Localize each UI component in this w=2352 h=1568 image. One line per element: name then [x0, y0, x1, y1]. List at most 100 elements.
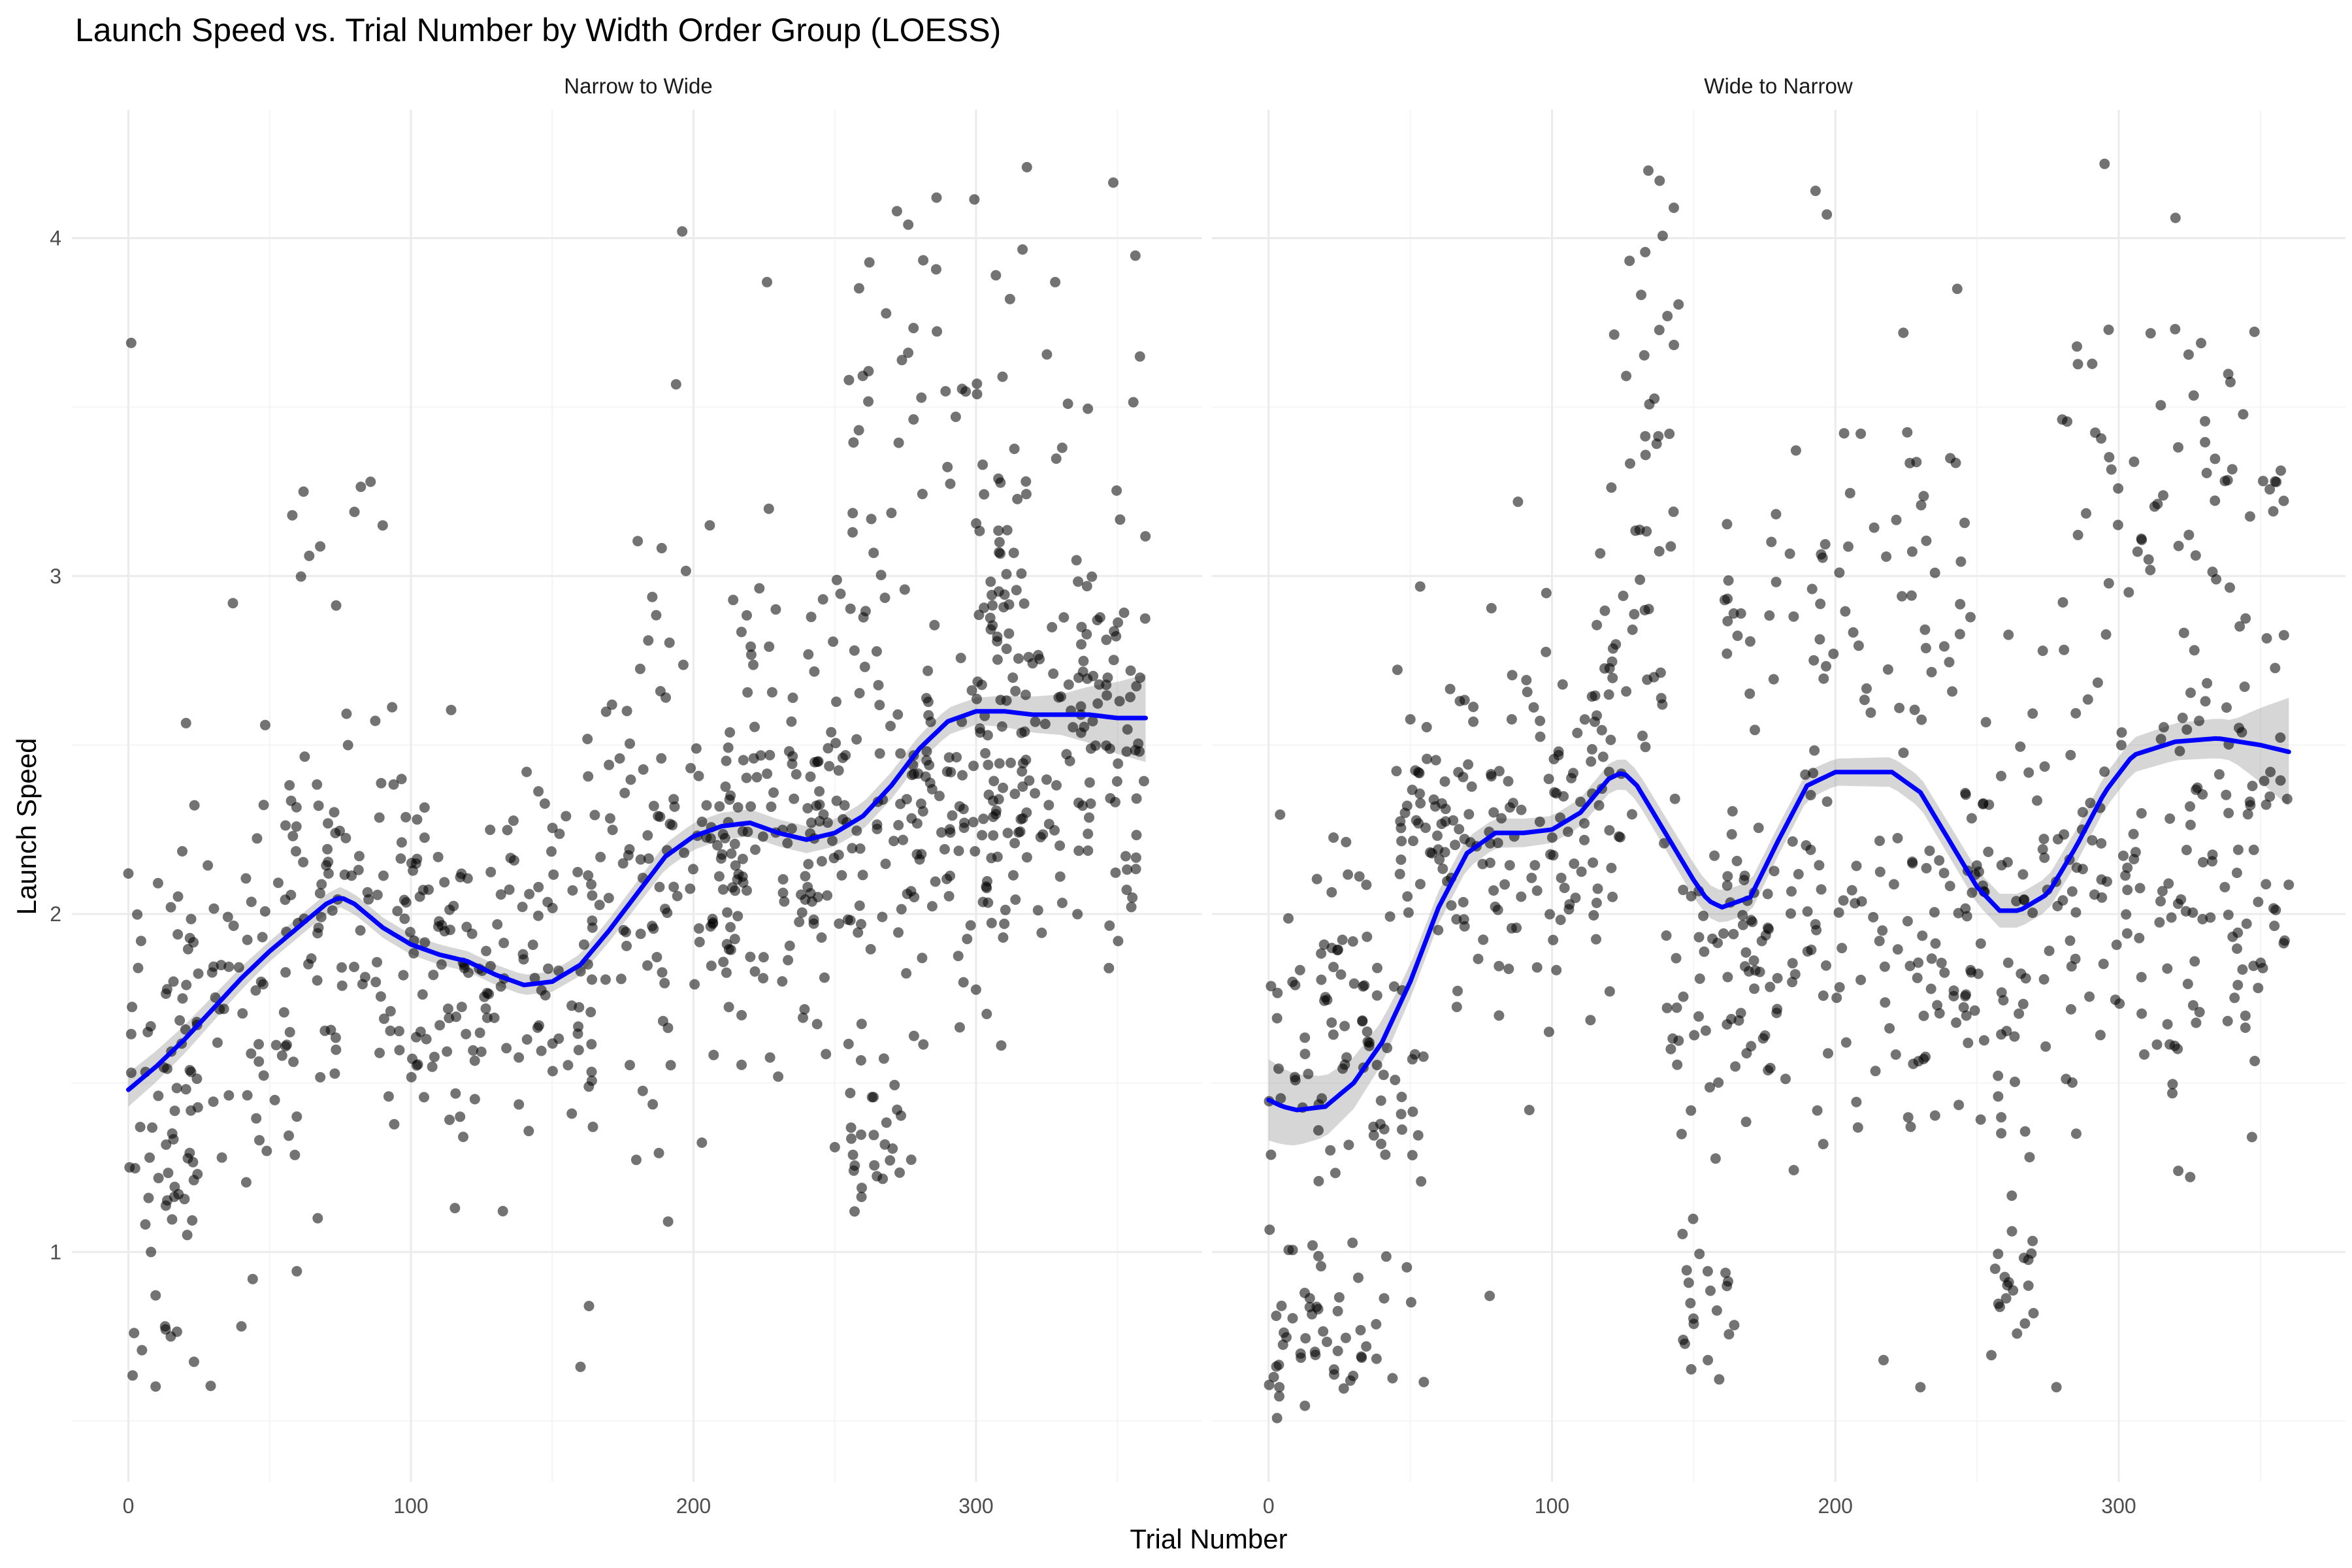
data-point	[2225, 582, 2235, 593]
data-point	[455, 1111, 466, 1122]
data-point	[527, 939, 538, 951]
data-point	[1032, 905, 1043, 916]
data-point	[436, 959, 447, 970]
data-point	[2275, 732, 2286, 743]
data-point	[1405, 1297, 1416, 1308]
data-point	[280, 967, 291, 978]
data-point	[791, 769, 802, 780]
data-point	[167, 1128, 178, 1139]
data-point	[2155, 734, 2166, 745]
data-point	[1274, 1391, 1284, 1402]
data-point	[1954, 629, 1965, 640]
data-point	[1347, 936, 1358, 947]
data-point	[1592, 883, 1603, 894]
data-point	[1711, 1305, 1722, 1316]
data-point	[849, 1206, 860, 1217]
data-point	[2253, 896, 2264, 907]
data-point	[725, 727, 736, 738]
data-point	[987, 600, 998, 611]
data-point	[536, 1045, 547, 1056]
data-point	[383, 1091, 394, 1102]
data-point	[2238, 409, 2249, 420]
data-point	[1865, 707, 1876, 718]
data-point	[1566, 773, 1577, 783]
data-point	[1771, 576, 1782, 587]
data-point	[2154, 917, 2165, 928]
data-point	[1535, 731, 1546, 742]
data-point	[1361, 879, 1372, 890]
data-point	[1013, 827, 1024, 838]
x-tick-label: 100	[393, 1494, 428, 1518]
data-point	[1808, 655, 1820, 666]
data-point	[783, 955, 794, 966]
data-point	[1769, 866, 1780, 877]
data-point	[1316, 1093, 1328, 1104]
data-point	[2023, 767, 2034, 778]
data-point	[434, 1020, 446, 1031]
data-point	[359, 972, 370, 983]
data-point	[1559, 883, 1570, 893]
data-point	[678, 659, 689, 670]
data-point	[1002, 525, 1013, 536]
data-point	[2092, 677, 2103, 688]
data-point	[1415, 798, 1426, 809]
data-point	[1454, 824, 1465, 835]
data-point	[2198, 857, 2208, 868]
data-point	[1362, 1026, 1373, 1037]
data-point	[2095, 1030, 2106, 1041]
data-point	[893, 927, 904, 938]
data-point	[777, 976, 788, 987]
data-point	[800, 871, 811, 882]
data-point	[742, 687, 753, 698]
data-point	[167, 1214, 178, 1225]
data-point	[180, 1024, 191, 1035]
data-point	[1504, 860, 1515, 871]
data-point	[2244, 796, 2255, 808]
data-point	[917, 953, 928, 964]
data-point	[2219, 881, 2230, 892]
data-point	[1081, 581, 1092, 592]
data-point	[1348, 978, 1360, 989]
data-point	[908, 414, 919, 425]
data-point	[210, 992, 221, 1003]
data-point	[1569, 858, 1580, 869]
data-point	[411, 1032, 421, 1043]
data-point	[1073, 672, 1084, 683]
data-point	[517, 902, 528, 913]
data-point	[518, 954, 529, 965]
data-point	[495, 981, 506, 992]
data-point	[916, 849, 927, 860]
data-point	[375, 991, 386, 1002]
data-point	[1852, 1122, 1863, 1133]
data-point	[816, 856, 827, 867]
data-point	[223, 961, 235, 972]
data-point	[886, 508, 897, 519]
data-point	[2038, 834, 2050, 845]
data-point	[615, 973, 627, 985]
data-point	[994, 758, 1005, 769]
data-point	[1407, 1150, 1418, 1161]
data-point	[1271, 1013, 1282, 1024]
data-point	[1913, 957, 1924, 968]
data-point	[869, 1160, 880, 1171]
data-point	[885, 1155, 896, 1166]
data-point	[2170, 323, 2181, 335]
data-point	[1114, 696, 1125, 707]
data-point	[1325, 1145, 1336, 1156]
data-point	[2111, 939, 2122, 951]
data-point	[2051, 1382, 2062, 1393]
data-point	[960, 386, 972, 397]
data-point	[931, 192, 942, 203]
data-point	[957, 770, 968, 781]
data-point	[2066, 886, 2078, 897]
data-point	[2223, 909, 2234, 921]
data-point	[1759, 1030, 1771, 1041]
data-point	[124, 1162, 135, 1173]
data-point	[2219, 476, 2230, 487]
data-point	[1299, 1049, 1311, 1060]
data-point	[2024, 1152, 2035, 1163]
data-point	[968, 760, 979, 772]
data-point	[830, 738, 841, 749]
data-point	[737, 853, 748, 864]
